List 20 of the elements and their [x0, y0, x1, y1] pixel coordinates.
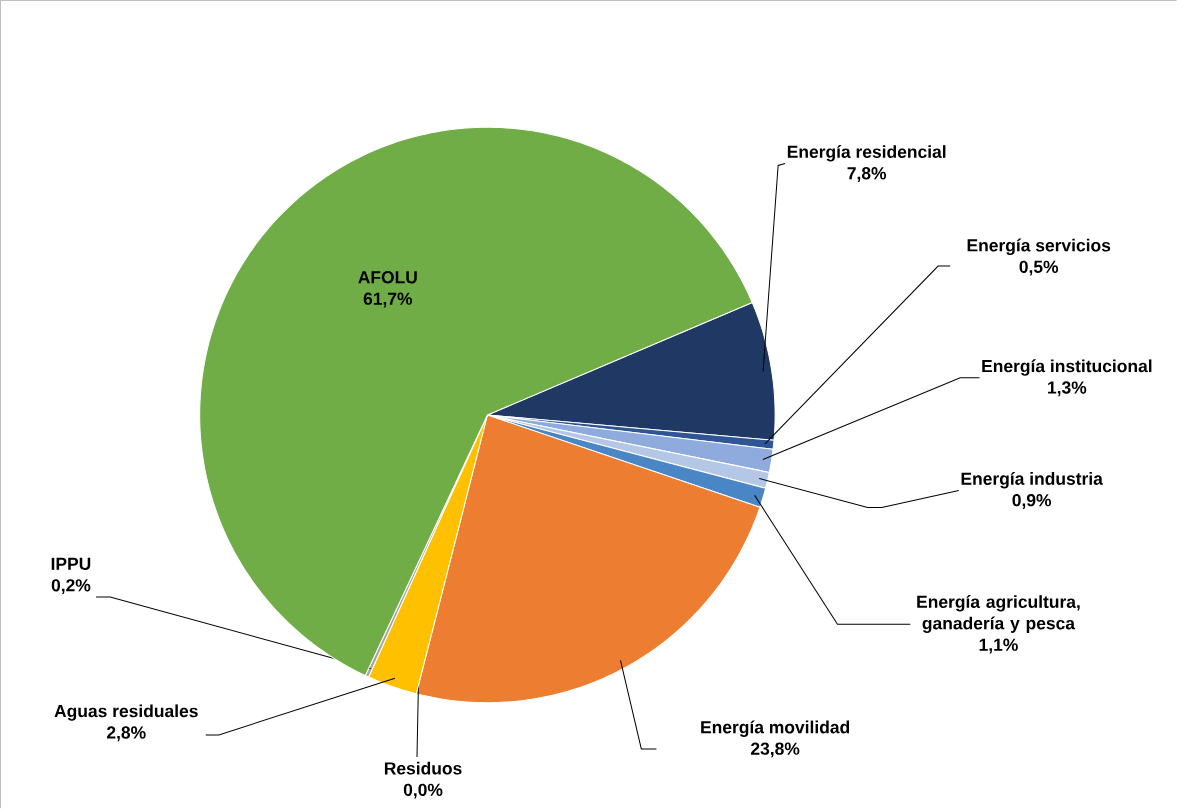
data-label: 0,2%	[51, 579, 91, 595]
slice-label: Energía residencial	[787, 145, 946, 162]
data-label: 61,7%	[363, 292, 413, 308]
data-label: 7,8%	[847, 167, 887, 183]
data-label: 2,8%	[106, 726, 146, 742]
slice-label: Energía agricultura, ganadería y pesca	[917, 595, 1080, 634]
slice-label: Aguas residuales	[54, 704, 198, 721]
data-label: 0,5%	[1019, 260, 1059, 276]
slice-label: Energía institucional	[982, 359, 1152, 376]
slice-label: AFOLU	[358, 271, 417, 284]
slice-label: IPPU	[51, 557, 91, 571]
data-label: 1,3%	[1048, 381, 1087, 397]
data-label: 1,1%	[979, 638, 1018, 654]
slice-label: Energía industria	[961, 472, 1103, 489]
slice-label: Energía servicios	[967, 238, 1111, 256]
data-label: 23,8%	[751, 742, 800, 758]
text: 0,0%	[403, 783, 443, 799]
slice-label: Energía movilidad	[701, 720, 850, 738]
category-label: Residuos	[384, 761, 462, 775]
data-label: 0,9%	[1012, 494, 1052, 509]
